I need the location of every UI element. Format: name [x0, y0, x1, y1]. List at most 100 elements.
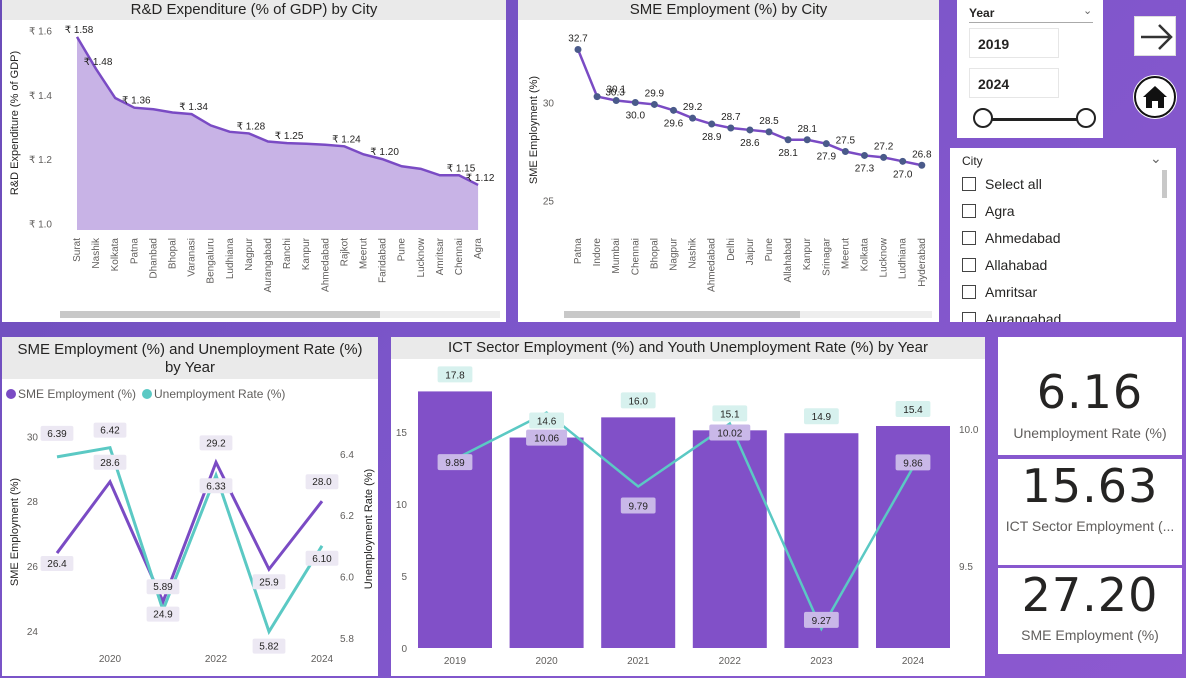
- kpi-unemployment-card: 6.16 Unemployment Rate (%): [998, 337, 1182, 455]
- rd-xtick: Varanasi: [187, 238, 198, 277]
- sme-city-point: [861, 151, 868, 159]
- year-from-input[interactable]: 2019: [969, 28, 1059, 58]
- city-option-agra[interactable]: Agra: [962, 201, 1015, 221]
- rd-xtick: Patna: [129, 238, 140, 265]
- legend-sme-marker: [6, 389, 16, 399]
- year-to-input[interactable]: 2024: [969, 68, 1059, 98]
- sme-data-label-bg: [305, 474, 339, 490]
- ict-line-data-label-bg: [526, 429, 568, 446]
- city-option-label: Select all: [985, 176, 1042, 192]
- ict-line-data-label: 9.79: [628, 501, 648, 512]
- unemp-data-label: 5.82: [259, 642, 279, 653]
- sme-city-data-label: 27.9: [817, 152, 837, 163]
- ict-bar-data-label-bg: [529, 412, 564, 429]
- rd-ytick: ₹ 1.6: [29, 26, 52, 37]
- rd-ytick: ₹ 1.2: [29, 155, 52, 166]
- rd-xtick: Lucknow: [416, 237, 427, 277]
- rd-data-label: ₹ 1.12: [466, 173, 495, 184]
- sme-city-xtick: Ludhiana: [898, 238, 909, 280]
- sme-unemp-ytick-left: 26: [27, 562, 39, 573]
- city-option-aurangabad[interactable]: Aurangabad: [962, 309, 1061, 322]
- sme-city-xtick: Patna: [573, 238, 584, 265]
- rd-data-label: ₹ 1.58: [65, 25, 94, 36]
- city-option-label: Agra: [985, 203, 1015, 219]
- ict-bar-data-label-bg: [895, 401, 931, 418]
- unemp-series-line: [56, 445, 324, 636]
- sme-city-point: [803, 136, 811, 144]
- year-slicer-dropdown-icon[interactable]: ⌄: [1083, 5, 1093, 17]
- city-option-label: Ahmedabad: [985, 230, 1061, 246]
- sme-unemp-xtick: 2020: [99, 654, 122, 665]
- sme-city-ylabel: SME Employment (%): [528, 76, 540, 184]
- kpi-sme-card: 27.20 SME Employment (%): [998, 568, 1182, 654]
- rd-area: [77, 36, 479, 230]
- rd-xtick: Kolkata: [110, 238, 121, 272]
- sme-data-label: 29.2: [206, 438, 226, 449]
- rd-scrollbar[interactable]: [60, 311, 380, 318]
- city-slicer-scrollbar[interactable]: [1162, 170, 1167, 198]
- unemp-data-label-bg: [199, 478, 233, 494]
- sme-unemp-ytick-left: 28: [27, 497, 39, 508]
- ict-line-data-label-bg: [709, 424, 751, 441]
- rd-xtick: Chennai: [454, 238, 465, 275]
- ict-line-data-label: 10.06: [534, 434, 559, 445]
- sme-data-label: 24.9: [153, 610, 173, 621]
- sme-unemp-ylabel-right: Unemployment Rate (%): [363, 469, 375, 589]
- rd-data-label: ₹ 1.20: [370, 147, 399, 158]
- sme-unemp-title-line2: by Year: [164, 359, 216, 376]
- arrow-right-icon: [1141, 24, 1173, 50]
- sme-city-point: [765, 128, 773, 136]
- sme-data-label: 28.6: [100, 458, 120, 469]
- city-option-label: Amritsar: [985, 284, 1038, 300]
- ict-line-data-label-bg: [620, 497, 656, 514]
- sme-data-label-bg: [199, 435, 233, 451]
- next-page-button[interactable]: [1134, 16, 1176, 56]
- sme-city-scrollbar[interactable]: [564, 311, 800, 318]
- sme-city-xtick: Ahmedabad: [707, 238, 718, 292]
- sme-data-label-bg: [40, 556, 74, 572]
- sme-city-data-label: 30.1: [606, 85, 626, 96]
- ict-xtick: 2020: [535, 656, 558, 667]
- sme-by-city-card: SME Employment (%) by City SME Employmen…: [518, 0, 939, 322]
- year-range-start-handle[interactable]: [973, 108, 993, 128]
- rd-scrollbar-track[interactable]: [380, 311, 500, 318]
- sme-unemp-title: SME Employment (%) and Unemployment Rate…: [2, 337, 378, 379]
- city-option-ahmedabad[interactable]: Ahmedabad: [962, 228, 1061, 248]
- checkbox-icon: [962, 312, 976, 322]
- sme-unemp-ytick-right: 6.0: [340, 572, 354, 583]
- sme-city-data-label: 28.7: [721, 112, 741, 123]
- unemp-data-label: 5.89: [153, 582, 173, 593]
- city-option-allahabad[interactable]: Allahabad: [962, 255, 1047, 275]
- sme-unemp-ytick-right: 6.4: [340, 450, 354, 461]
- rd-xtick: Surat: [72, 238, 83, 262]
- year-slicer-label: Year: [969, 6, 995, 20]
- city-slicer-collapse-icon[interactable]: ⌄: [1150, 150, 1162, 166]
- year-slicer: Year ⌄ 2019 2024: [957, 0, 1103, 138]
- city-option-amritsar[interactable]: Amritsar: [962, 282, 1037, 302]
- sme-city-point: [689, 114, 697, 122]
- sme-city-point: [880, 153, 888, 161]
- sme-city-data-label: 29.2: [683, 102, 703, 113]
- home-button[interactable]: [1133, 75, 1177, 119]
- unemp-data-label: 6.42: [100, 426, 120, 437]
- rd-ylabel: R&D Expenditure (% of GDP): [9, 51, 21, 195]
- city-option-select-all[interactable]: Select all: [962, 174, 1042, 194]
- sme-city-ytick: 25: [543, 197, 555, 208]
- sme-city-data-label: 28.6: [740, 138, 760, 149]
- sme-city-data-label: 27.0: [893, 169, 913, 180]
- sme-unemp-xtick: 2024: [311, 654, 334, 665]
- checkbox-icon: [962, 204, 976, 218]
- sme-city-scrollbar-track[interactable]: [800, 311, 932, 318]
- sme-city-xtick: Kolkata: [860, 238, 871, 272]
- ict-bar: [601, 417, 676, 648]
- rd-data-label: ₹ 1.15: [447, 163, 476, 174]
- kpi-ict-value: 15.63: [1021, 459, 1159, 513]
- sme-unemp-ytick-left: 30: [27, 432, 39, 443]
- year-range-end-handle[interactable]: [1076, 108, 1096, 128]
- sme-data-label: 28.0: [312, 477, 332, 488]
- ict-ytick-left: 5: [401, 572, 407, 583]
- sme-city-point: [650, 100, 658, 108]
- unemp-data-label-bg: [40, 425, 74, 441]
- sme-city-data-label: 27.5: [836, 136, 856, 147]
- ict-bar-data-label: 14.6: [537, 417, 557, 428]
